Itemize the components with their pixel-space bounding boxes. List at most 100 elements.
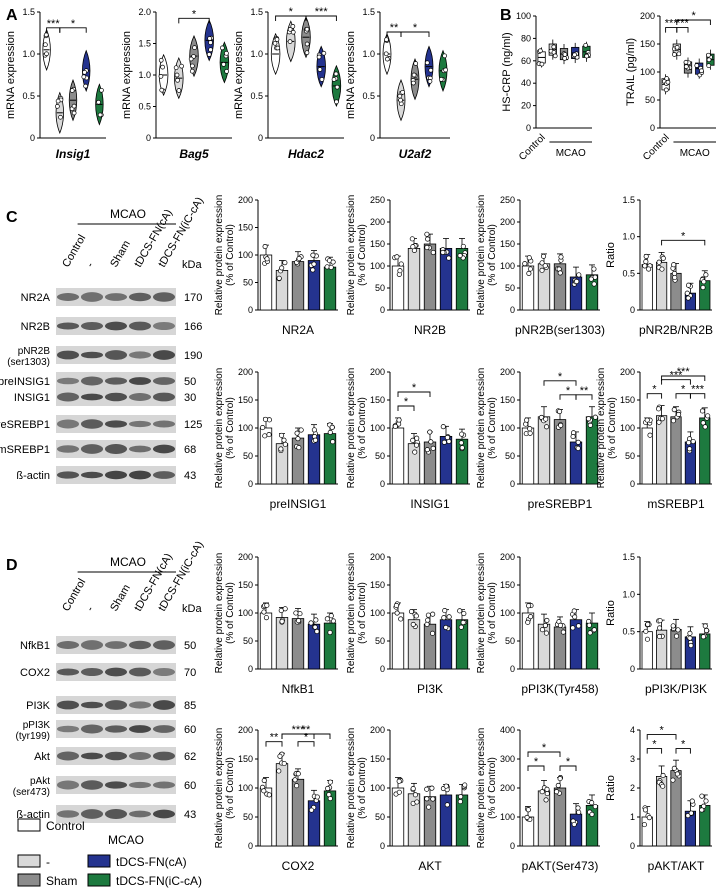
data-point (206, 52, 212, 57)
data-point (443, 783, 449, 789)
panel-label-a: A (6, 7, 18, 24)
significance-label: *** (676, 18, 690, 30)
data-point (444, 434, 450, 441)
y-tick-label: 0 (146, 133, 151, 143)
y-tick-label: 0 (380, 664, 385, 674)
data-point (398, 97, 403, 103)
data-point (319, 77, 325, 82)
legend-label-icca: tDCS-FN(iC-cA) (116, 874, 202, 888)
blot-band (104, 377, 128, 385)
y-axis-label-sub: (% of Control) (487, 397, 498, 459)
data-point (287, 27, 293, 32)
bar (641, 816, 653, 847)
y-axis-label-sub: (% of Control) (607, 397, 618, 459)
blot-band (80, 809, 104, 819)
data-point (706, 57, 712, 63)
data-point (282, 606, 288, 612)
blot-band (56, 810, 80, 818)
data-point (263, 615, 269, 621)
data-point (672, 52, 677, 57)
data-point (527, 430, 533, 436)
data-point (71, 110, 77, 116)
data-point (543, 416, 549, 422)
data-point (295, 771, 301, 777)
data-point (457, 253, 463, 259)
y-tick-label: 150 (500, 239, 515, 249)
blot-band (152, 292, 176, 302)
y-tick-label: 1.5 (250, 7, 263, 17)
blot-band (56, 350, 80, 360)
y-tick-label: 150 (370, 395, 385, 405)
bar (391, 427, 405, 485)
data-point (527, 426, 533, 432)
significance-label: * (558, 371, 563, 383)
data-point (683, 64, 689, 69)
data-point (329, 424, 335, 430)
data-point (328, 613, 334, 619)
data-point (670, 777, 676, 783)
y-tick-label: 20 (521, 101, 531, 111)
blot-band (104, 725, 128, 733)
data-point (207, 36, 212, 41)
data-point (703, 272, 709, 278)
blot-band (104, 781, 128, 789)
y-tick-label: 60 (521, 56, 531, 66)
y-tick-label: 150 (238, 223, 253, 233)
data-point (55, 104, 60, 109)
data-point (660, 783, 666, 789)
data-point (552, 53, 558, 59)
significance-bracket (281, 733, 331, 739)
chart-d6: 0 50 100 150 200 Relative protein expression(… (346, 725, 470, 873)
blot-band (56, 471, 80, 479)
data-point (544, 617, 550, 623)
data-point (287, 39, 293, 44)
chart-c1: 0 50 100 150 200 Relative protein expression(… (214, 195, 338, 337)
data-point (674, 45, 680, 50)
y-tick-label: 200 (500, 783, 515, 793)
chart-c2: 0 50 100 150 200 250 Relative protein expressi… (346, 195, 470, 337)
data-point (414, 799, 420, 805)
data-point (410, 437, 416, 443)
data-point (576, 809, 582, 815)
y-tick-label: 0 (630, 305, 635, 315)
y-axis-label-sub: (% of Control) (225, 224, 236, 286)
y-tick-label: 200 (620, 367, 635, 377)
data-point (659, 416, 665, 422)
data-point (424, 60, 430, 66)
bar (291, 778, 305, 847)
data-point (665, 79, 671, 85)
data-point (262, 416, 269, 422)
data-point (189, 68, 195, 74)
blot-band (128, 393, 152, 401)
blot-band (128, 420, 152, 428)
blot-band (128, 292, 152, 302)
data-point (428, 67, 434, 73)
kda-header: kDa (182, 259, 202, 271)
blot-band (152, 725, 176, 733)
blot-row-label-sub: (ser1303) (7, 357, 50, 368)
bar (670, 416, 682, 485)
y-axis-label: Ratio (605, 600, 617, 626)
data-point (334, 99, 339, 105)
data-point (676, 51, 682, 57)
data-point (659, 266, 665, 272)
y-axis-label: Ratio (605, 775, 617, 801)
data-point (703, 798, 709, 804)
data-point (538, 48, 543, 54)
blot-band (80, 292, 104, 302)
data-point (443, 67, 449, 73)
y-tick-label: 150 (370, 580, 385, 590)
y-axis-label: Relative protein expression (476, 368, 487, 489)
blot-band (152, 667, 176, 677)
data-point (412, 449, 418, 455)
data-point (688, 810, 694, 816)
data-point (694, 63, 700, 68)
data-point (294, 783, 300, 789)
data-point (700, 284, 706, 291)
data-point (262, 433, 268, 439)
data-point (69, 88, 75, 93)
data-point (686, 440, 692, 446)
blot-row-label: Akt (34, 751, 50, 763)
data-point (224, 50, 229, 56)
